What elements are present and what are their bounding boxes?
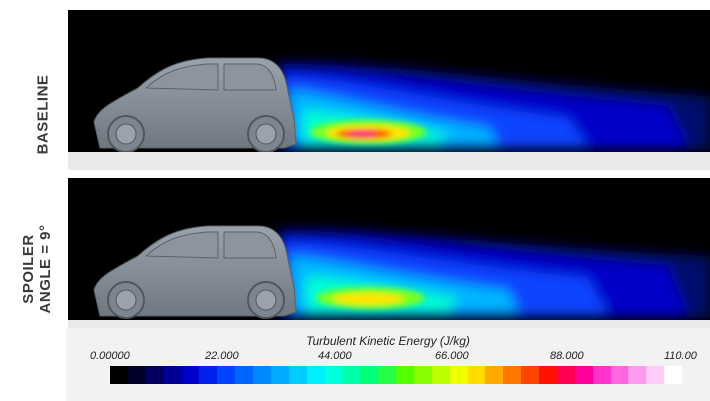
legend-color-swatch	[253, 366, 271, 384]
legend-color-swatch	[306, 366, 325, 384]
panel-divider	[68, 152, 710, 170]
legend-color-swatch	[360, 366, 379, 384]
legend-color-swatch	[539, 366, 557, 384]
legend-color-swatch	[342, 366, 361, 384]
legend-color-swatch	[610, 366, 629, 384]
spoiler-label: SPOILER ANGLE = 9°	[20, 214, 54, 324]
legend-tick: 22.000	[205, 350, 239, 362]
spoiler-flow-panel	[68, 178, 710, 320]
legend-color-swatch	[503, 366, 522, 384]
legend-color-swatch	[485, 366, 504, 384]
legend-color-swatch	[646, 366, 665, 384]
legend-color-swatch	[628, 366, 647, 384]
color-legend: Turbulent Kinetic Energy (J/kg) 0.00000 …	[66, 328, 710, 401]
legend-tick: 110.00	[664, 350, 697, 362]
spoiler-label-line2: ANGLE = 9°	[37, 224, 54, 314]
legend-color-swatch	[270, 366, 289, 384]
legend-color-swatch	[467, 366, 486, 384]
legend-color-swatch	[664, 366, 682, 384]
legend-color-swatch	[127, 366, 146, 384]
legend-color-swatch	[574, 366, 593, 384]
legend-color-swatch	[163, 366, 182, 384]
baseline-flow-panel	[68, 10, 710, 152]
legend-color-swatch	[378, 366, 396, 384]
spoiler-label-line1: SPOILER	[20, 234, 37, 304]
legend-tick: 88.000	[550, 350, 584, 362]
legend-tick: 66.000	[435, 350, 469, 362]
legend-color-swatch	[556, 366, 575, 384]
legend-color-swatch	[235, 366, 253, 384]
legend-colorbar	[110, 366, 682, 384]
legend-color-swatch	[288, 366, 307, 384]
legend-title: Turbulent Kinetic Energy (J/kg)	[306, 334, 470, 348]
legend-color-swatch	[217, 366, 236, 384]
legend-color-swatch	[413, 366, 432, 384]
spoiler-flow-visualization	[68, 178, 710, 320]
legend-color-swatch	[449, 366, 468, 384]
baseline-flow-visualization	[68, 10, 710, 152]
legend-color-swatch	[145, 366, 164, 384]
panel-divider	[68, 320, 710, 328]
legend-tick: 0.00000	[90, 350, 130, 362]
legend-color-swatch	[431, 366, 450, 384]
legend-color-swatch	[324, 366, 343, 384]
legend-color-swatch	[396, 366, 414, 384]
legend-tick: 44.000	[318, 350, 352, 362]
legend-color-swatch	[181, 366, 200, 384]
legend-color-swatch	[110, 366, 128, 384]
legend-color-swatch	[592, 366, 611, 384]
legend-color-swatch	[521, 366, 539, 384]
legend-color-swatch	[199, 366, 218, 384]
baseline-label: BASELINE	[34, 74, 52, 155]
